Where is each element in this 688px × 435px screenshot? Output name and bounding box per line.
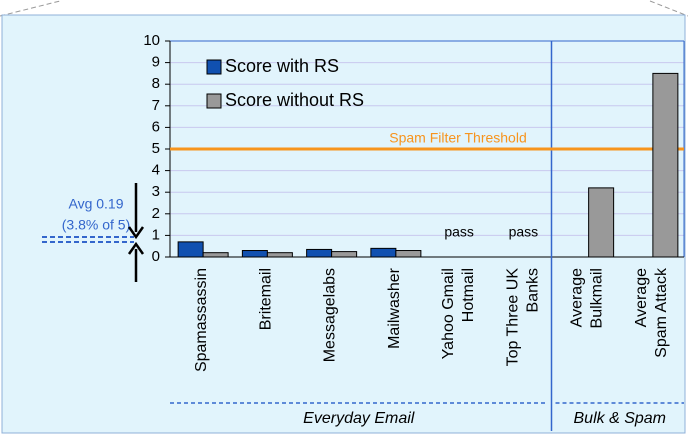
x-tick-label: Top Three UK Banks <box>505 268 542 367</box>
bar <box>652 72 679 258</box>
bar <box>588 187 615 258</box>
x-tick-label-line: Average <box>633 268 650 327</box>
arrow-head <box>127 226 145 240</box>
legend-label: Score without RS <box>225 90 364 110</box>
group-label: Bulk & Spam <box>574 410 666 427</box>
value-label: pass <box>509 224 539 240</box>
bar <box>370 247 397 258</box>
x-tick-label-line: Top Three UK <box>505 268 522 367</box>
threshold-label: Spam Filter Threshold <box>389 130 526 146</box>
bar <box>177 241 204 258</box>
x-tick-label-line: Messagelabs <box>322 268 339 362</box>
x-tick-label: Spamassassin <box>193 268 210 372</box>
x-tick-label: Mailwasher <box>386 267 403 349</box>
x-tick-label: Average Spam Attack <box>633 267 670 358</box>
x-tick-label-line: Spam Attack <box>653 267 670 358</box>
y-tick-label: 7 <box>152 97 160 114</box>
y-tick-label: 4 <box>152 162 160 179</box>
x-tick-label-line: Bulkmail <box>589 268 606 328</box>
y-tick-label: 8 <box>152 75 160 92</box>
x-tick-label-line: Hotmail <box>460 268 477 322</box>
x-tick-label: Yahoo Gmail Hotmail <box>440 268 477 359</box>
legend-swatch <box>206 59 222 75</box>
x-tick-label-line: Banks <box>525 268 542 312</box>
x-tick-label: Average Bulkmail <box>569 268 606 329</box>
arrow-head <box>127 241 145 255</box>
x-tick-label-line: Mailwasher <box>386 267 403 349</box>
y-tick-label: 10 <box>143 32 160 49</box>
average-note: Avg 0.19 <box>68 196 123 212</box>
y-tick-label: 3 <box>152 183 160 200</box>
value-label: pass <box>444 224 474 240</box>
group-label: Everyday Email <box>303 410 415 427</box>
bar <box>266 252 293 258</box>
perspective-line <box>649 0 688 17</box>
y-tick-label: 6 <box>152 118 160 135</box>
bar <box>395 250 422 258</box>
x-tick-label: Britemail <box>258 268 275 330</box>
x-tick-label-line: Average <box>569 268 586 327</box>
legend-label: Score with RS <box>225 56 339 76</box>
x-tick-label-line: Yahoo Gmail <box>440 268 457 359</box>
perspective-line <box>0 0 61 17</box>
x-tick-label: Messagelabs <box>322 268 339 362</box>
average-note: (3.8% of 5) <box>62 217 130 233</box>
bar <box>331 251 358 258</box>
y-tick-label: 1 <box>152 226 160 243</box>
bar <box>202 252 229 258</box>
bar <box>241 250 268 258</box>
legend-swatch <box>206 93 222 109</box>
y-tick-label: 2 <box>152 205 160 222</box>
x-tick-label-line: Britemail <box>258 268 275 330</box>
y-tick-label: 5 <box>152 140 160 157</box>
y-tick-label: 0 <box>152 248 160 265</box>
bar <box>306 248 333 258</box>
y-tick-label: 9 <box>152 54 160 71</box>
x-tick-label-line: Spamassassin <box>193 268 210 372</box>
